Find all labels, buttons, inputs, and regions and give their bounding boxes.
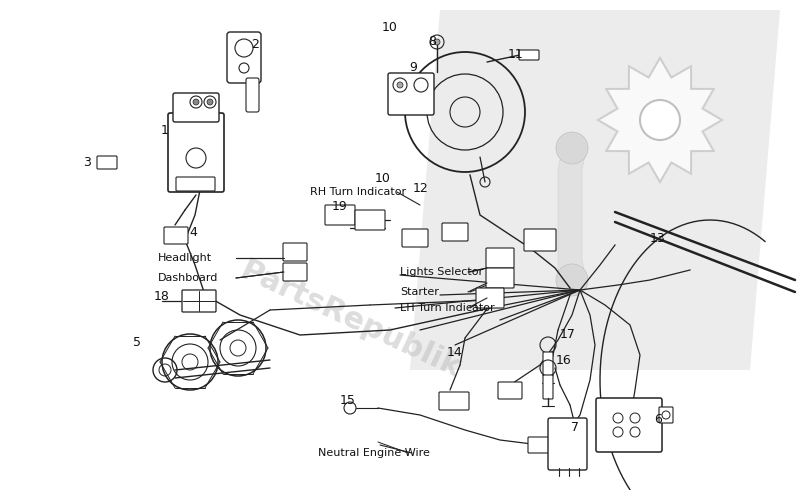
Text: LH Turn Indicator: LH Turn Indicator [400, 303, 494, 313]
Text: 17: 17 [560, 328, 576, 342]
FancyBboxPatch shape [486, 268, 514, 288]
Text: 5: 5 [133, 336, 141, 348]
FancyBboxPatch shape [168, 113, 224, 192]
FancyBboxPatch shape [283, 263, 307, 281]
Text: 15: 15 [340, 393, 356, 407]
Text: 18: 18 [154, 290, 170, 302]
Text: 6: 6 [654, 413, 662, 425]
Text: PartsRepublik: PartsRepublik [235, 256, 465, 384]
Text: 13: 13 [650, 231, 666, 245]
FancyBboxPatch shape [439, 392, 469, 410]
FancyBboxPatch shape [596, 398, 662, 452]
Text: 12: 12 [413, 181, 429, 195]
Text: 4: 4 [189, 226, 197, 240]
FancyBboxPatch shape [659, 407, 673, 423]
Polygon shape [410, 10, 780, 370]
Text: Headlight: Headlight [158, 253, 212, 263]
Text: 8: 8 [428, 35, 436, 49]
FancyBboxPatch shape [528, 437, 552, 453]
FancyBboxPatch shape [543, 352, 553, 376]
FancyBboxPatch shape [476, 288, 504, 308]
FancyBboxPatch shape [486, 248, 514, 268]
Text: 7: 7 [571, 420, 579, 434]
FancyBboxPatch shape [97, 156, 117, 169]
FancyBboxPatch shape [498, 382, 522, 399]
FancyBboxPatch shape [246, 78, 259, 112]
FancyBboxPatch shape [543, 375, 553, 399]
FancyBboxPatch shape [325, 205, 355, 225]
Text: 10: 10 [375, 172, 391, 185]
FancyBboxPatch shape [548, 418, 587, 470]
Text: 11: 11 [508, 49, 524, 62]
Text: 1: 1 [161, 123, 169, 137]
Text: Dashboard: Dashboard [158, 273, 218, 283]
Polygon shape [598, 58, 722, 182]
Text: Lights Selector: Lights Selector [400, 267, 483, 277]
FancyBboxPatch shape [227, 32, 261, 83]
FancyBboxPatch shape [519, 50, 539, 60]
Text: 16: 16 [556, 353, 572, 367]
Text: Starter: Starter [400, 287, 439, 297]
Text: RH Turn Indicator: RH Turn Indicator [310, 187, 406, 197]
FancyBboxPatch shape [388, 73, 434, 115]
FancyBboxPatch shape [182, 290, 216, 312]
Text: 10: 10 [382, 22, 398, 34]
FancyBboxPatch shape [283, 243, 307, 261]
Text: 2: 2 [251, 39, 259, 51]
Text: 14: 14 [447, 345, 463, 359]
Circle shape [434, 39, 440, 45]
Circle shape [556, 264, 588, 296]
FancyBboxPatch shape [355, 210, 385, 230]
FancyBboxPatch shape [402, 229, 428, 247]
FancyBboxPatch shape [176, 177, 215, 191]
Circle shape [397, 82, 403, 88]
Circle shape [207, 99, 213, 105]
Text: Neutral Engine Wire: Neutral Engine Wire [318, 448, 430, 458]
Circle shape [640, 100, 680, 140]
FancyBboxPatch shape [524, 229, 556, 251]
FancyBboxPatch shape [442, 223, 468, 241]
Polygon shape [558, 140, 585, 285]
FancyBboxPatch shape [173, 93, 219, 122]
Text: 3: 3 [83, 155, 91, 169]
Circle shape [193, 99, 199, 105]
FancyBboxPatch shape [164, 227, 188, 244]
Text: 19: 19 [332, 200, 348, 214]
Circle shape [556, 132, 588, 164]
Text: 9: 9 [409, 62, 417, 74]
